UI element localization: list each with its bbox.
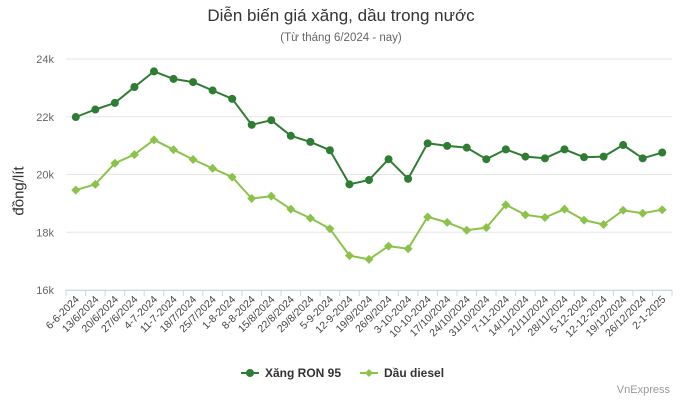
data-point-diesel — [266, 191, 276, 201]
data-point-diesel — [384, 241, 394, 251]
y-tick-label: 24k — [36, 54, 54, 66]
data-point-xang — [247, 120, 256, 129]
data-point-diesel — [90, 179, 100, 189]
data-point-diesel — [540, 213, 550, 223]
data-point-xang — [110, 98, 119, 107]
data-point-xang — [540, 154, 549, 163]
data-point-diesel — [403, 244, 413, 254]
data-point-xang — [267, 116, 276, 125]
data-point-xang — [482, 155, 491, 164]
data-point-diesel — [462, 225, 472, 235]
legend-marker-diesel-icon — [360, 369, 378, 377]
chart-title: Diễn biến giá xăng, dầu trong nước — [207, 6, 475, 25]
data-point-diesel — [559, 204, 569, 214]
data-point-xang — [423, 139, 432, 148]
data-point-diesel — [149, 135, 159, 145]
data-point-diesel — [129, 150, 139, 160]
y-tick-label: 18k — [36, 227, 54, 239]
data-point-diesel — [71, 185, 81, 195]
source-credit: VnExpress — [616, 384, 670, 396]
legend: Xăng RON 95 Dầu diesel — [0, 364, 682, 382]
data-point-diesel — [247, 193, 257, 203]
data-point-diesel — [344, 251, 354, 261]
data-point-xang — [325, 146, 334, 155]
data-point-xang — [169, 74, 178, 83]
data-point-xang — [462, 143, 471, 152]
data-point-diesel — [188, 154, 198, 164]
data-point-diesel — [442, 217, 452, 227]
data-point-xang — [286, 131, 295, 140]
y-tick-label: 20k — [36, 170, 54, 182]
y-tick-label: 22k — [36, 112, 54, 124]
data-point-xang — [658, 148, 667, 157]
chart-subtitle: (Từ tháng 6/2024 - nay) — [280, 32, 402, 44]
data-point-xang — [404, 174, 413, 183]
legend-label-diesel: Dầu diesel — [384, 366, 445, 380]
data-point-diesel — [423, 212, 433, 222]
data-point-diesel — [110, 158, 120, 168]
data-point-xang — [599, 152, 608, 161]
data-point-xang — [384, 155, 393, 164]
data-point-xang — [501, 145, 510, 154]
data-point-xang — [149, 67, 158, 76]
data-point-xang — [71, 113, 80, 122]
y-tick-label: 16k — [36, 285, 54, 297]
data-point-diesel — [599, 219, 609, 229]
legend-item-xang[interactable]: Xăng RON 95 — [241, 364, 341, 382]
data-point-xang — [91, 105, 100, 114]
data-point-diesel — [638, 208, 648, 218]
data-point-diesel — [286, 204, 296, 214]
data-point-xang — [521, 152, 530, 161]
data-point-diesel — [325, 224, 335, 234]
data-point-xang — [580, 153, 589, 162]
series-line-1 — [75, 138, 663, 261]
data-point-xang — [208, 86, 217, 95]
data-point-xang — [619, 141, 628, 150]
legend-item-diesel[interactable]: Dầu diesel — [360, 364, 444, 382]
data-point-diesel — [364, 254, 374, 264]
data-point-xang — [345, 180, 354, 189]
data-point-diesel — [579, 215, 589, 225]
data-point-diesel — [501, 200, 511, 210]
data-point-diesel — [227, 172, 237, 182]
data-point-xang — [306, 137, 315, 146]
data-point-xang — [638, 154, 647, 163]
legend-label-xang: Xăng RON 95 — [265, 366, 342, 380]
data-point-xang — [365, 175, 373, 184]
legend-marker-xang-icon — [241, 369, 259, 377]
data-point-diesel — [618, 205, 628, 215]
data-point-diesel — [305, 213, 315, 223]
data-point-xang — [130, 83, 139, 92]
line-chart: 16k18k20k22k24k6-6-202413/6/202420/6/202… — [36, 54, 673, 340]
data-point-diesel — [520, 210, 530, 220]
data-point-diesel — [208, 163, 218, 173]
data-point-xang — [443, 141, 452, 150]
data-point-diesel — [169, 145, 179, 155]
data-point-diesel — [481, 223, 491, 233]
data-point-xang — [560, 145, 569, 154]
data-point-diesel — [657, 205, 667, 215]
series-line-0 — [75, 70, 663, 186]
data-point-xang — [228, 94, 237, 103]
data-point-xang — [189, 78, 198, 87]
